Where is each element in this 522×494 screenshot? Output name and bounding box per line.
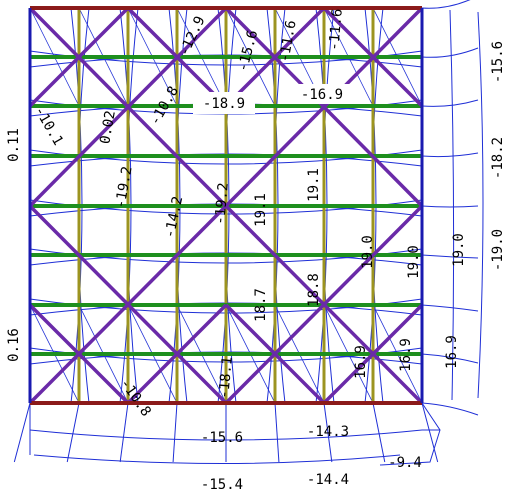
mesh-line — [421, 205, 479, 208]
mesh-line — [13, 402, 31, 463]
label-r1: 19.0 — [451, 233, 467, 267]
mesh-line — [119, 402, 129, 463]
brace-line — [28, 204, 228, 405]
label-bottom-right: -14.3 — [307, 424, 349, 440]
label-bottom-left-low: -15.4 — [201, 477, 243, 493]
label-d12: -18.1 — [216, 356, 236, 399]
mesh-line — [372, 402, 386, 463]
mesh-line — [379, 402, 441, 466]
structural-members — [28, 6, 424, 405]
label-c2: 19.1 — [306, 168, 322, 202]
brace-line — [224, 6, 424, 208]
label-left-upper: 0.11 — [6, 128, 22, 162]
mesh-line — [421, 402, 439, 463]
label-d10: 0.02 — [97, 109, 119, 145]
label-c4: 18.8 — [306, 273, 322, 307]
label-d9: -12.9 — [176, 14, 208, 59]
label-d1: -19.2 — [113, 165, 136, 209]
label-r2: 19.0 — [406, 245, 422, 279]
label-d4: -10.1 — [31, 104, 66, 149]
label-c5: 19.0 — [360, 235, 376, 269]
mesh-line — [274, 402, 280, 463]
label-d6: -15.6 — [235, 29, 261, 74]
label-d8: -11.6 — [326, 8, 346, 51]
brace-line — [126, 6, 228, 108]
label-left-lower: 0.16 — [6, 328, 22, 362]
label-right-top: -15.6 — [490, 41, 506, 83]
mesh-line — [172, 402, 178, 463]
label-right-lower: -19.0 — [490, 229, 506, 271]
label-right-mid: -18.2 — [490, 137, 506, 179]
mesh-line — [29, 429, 440, 441]
label-center-left-top: -18.9 — [203, 96, 245, 112]
mesh-line — [33, 454, 401, 464]
mesh-line — [421, 353, 479, 364]
label-bottom-center: -15.6 — [201, 430, 243, 446]
mesh-line — [66, 402, 80, 463]
label-center-right-top: -16.9 — [301, 87, 343, 103]
brace-line — [126, 303, 228, 405]
brace-line — [28, 6, 228, 208]
brace-line — [28, 6, 130, 108]
mesh-line — [421, 99, 479, 107]
brace-line — [322, 303, 424, 405]
mesh-line — [421, 0, 471, 9]
label-r3: 16.9 — [444, 335, 460, 369]
mesh-line — [421, 304, 479, 312]
label-d7: -11.6 — [277, 19, 300, 63]
brace-line — [224, 303, 326, 405]
mesh-line — [421, 402, 479, 416]
label-d2: -19.2 — [212, 182, 232, 225]
brace-line — [28, 303, 130, 405]
label-bottom-far-right: -9.4 — [388, 455, 422, 471]
mesh-line — [421, 152, 479, 158]
brace-line — [224, 204, 424, 405]
brace-line — [224, 6, 326, 108]
label-r4: 16.9 — [398, 338, 414, 372]
label-r5: 16.9 — [353, 345, 369, 379]
mesh-line — [421, 254, 479, 259]
label-bottom-right-low: -14.4 — [307, 472, 349, 488]
brace-line — [322, 6, 424, 108]
label-d3: -14.2 — [162, 195, 186, 240]
label-c1: 19.1 — [253, 193, 269, 227]
mesh-line — [449, 9, 455, 401]
label-c3: 18.7 — [253, 288, 269, 322]
mesh-line — [323, 402, 333, 463]
mesh-line — [477, 11, 484, 399]
mesh-line — [421, 47, 479, 58]
